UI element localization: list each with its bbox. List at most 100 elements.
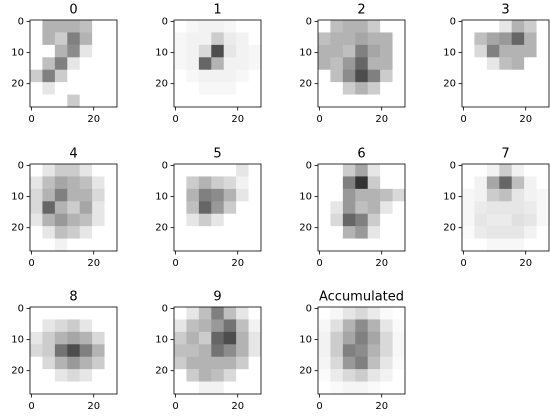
heatmap-cell [392,164,406,177]
heatmap-cell [92,164,105,177]
heatmap-cell [104,307,118,320]
heatmap-cell [92,176,105,190]
heatmap-cell [499,44,513,58]
heatmap-cell [367,201,381,215]
heatmap-cell [54,369,68,382]
heatmap-cell [392,344,406,358]
heatmap-cell [79,381,93,395]
heatmap-cell [511,69,525,83]
heatmap-cell [524,213,537,227]
heatmap-cell [186,20,200,33]
heatmap-cell [67,57,81,71]
heatmap-cell [524,94,537,108]
heatmap-cell [355,238,369,252]
heatmap-cell [248,319,262,333]
heatmap-cell [248,20,262,33]
heatmap-cell [174,213,187,227]
x-tick-label: 0 [460,258,466,269]
heatmap-cell [198,44,212,58]
heatmap-cell [186,238,200,252]
heatmap-cell [54,356,68,370]
heatmap-cell [536,57,550,71]
heatmap-cell [380,201,393,215]
heatmap-cell [67,32,81,46]
heatmap-cell [248,213,262,227]
heatmap-cell [355,213,369,227]
heatmap-cell [380,44,393,58]
heatmap-cell [104,331,118,345]
heatmap-cell [392,238,406,252]
heatmap-cell [92,213,105,227]
heatmap-cell [511,226,525,239]
heatmap-cell [236,344,249,358]
heatmap-cell [511,213,525,227]
heatmap-cell [223,331,237,345]
heatmap-cell [79,213,93,227]
heatmap-cell [92,344,105,358]
heatmap-cell [355,44,369,58]
heatmap-cell [511,176,525,190]
heatmap-cell [342,213,356,227]
heatmap-cell [67,20,81,33]
heatmap-cell [92,44,105,58]
heatmap-cell [67,307,81,320]
heatmap-cell [380,20,393,33]
heatmap-cell [30,226,43,239]
heatmap-cell [536,44,550,58]
heatmap-cell [342,344,356,358]
heatmap-cell [174,176,187,190]
heatmap-cell [380,307,393,320]
heatmap-cell [536,82,550,95]
heatmap-cell [211,213,225,227]
heatmap-cell [486,201,500,215]
heatmap-cell [392,176,406,190]
heatmap-cell [342,226,356,239]
heatmap-cell [174,188,187,202]
heatmap-cell [236,369,249,382]
heatmap-cell [174,344,187,358]
heatmap-cell [54,331,68,345]
heatmap-cell [79,176,93,190]
heatmap-cell [318,201,331,215]
heatmap-cell [248,164,262,177]
heatmap-cell [104,201,118,215]
heatmap-cell [67,369,81,382]
heatmap-cell [67,356,81,370]
heatmap-cell [174,57,187,71]
heatmap-cell [380,226,393,239]
heatmap-cell [367,226,381,239]
heatmap-cell [236,176,249,190]
heatmap-cell [318,319,331,333]
heatmap-cell [524,44,537,58]
heatmap-cell [499,238,513,252]
heatmap-cell [79,201,93,215]
heatmap-cell [367,20,381,33]
heatmap-cell [104,57,118,71]
heatmap-cell [462,238,475,252]
heatmap-cell [474,164,488,177]
heatmap-cell [186,188,200,202]
x-tick-label: 0 [316,258,322,269]
heatmap-cell [524,20,537,33]
heatmap-cell [355,344,369,358]
heatmap-cell [355,319,369,333]
heatmap-cell [511,201,525,215]
heatmap-cell [330,331,344,345]
y-tick-label: 20 [155,366,168,377]
heatmap-cell [330,356,344,370]
heatmap-cell [318,344,331,358]
heatmap-cell [536,201,550,215]
heatmap-cell [67,164,81,177]
heatmap-cell [367,238,381,252]
heatmap-cell [42,331,56,345]
heatmap-cell [474,188,488,202]
heatmap-cell [248,344,262,358]
heatmap-cell [79,32,93,46]
heatmap-cell [42,188,56,202]
heatmap-cell [92,20,105,33]
heatmap-cell [42,164,56,177]
heatmap-cell [355,20,369,33]
x-tick-label: 0 [28,401,34,412]
heatmap-cell [248,331,262,345]
heatmap-cell [330,57,344,71]
